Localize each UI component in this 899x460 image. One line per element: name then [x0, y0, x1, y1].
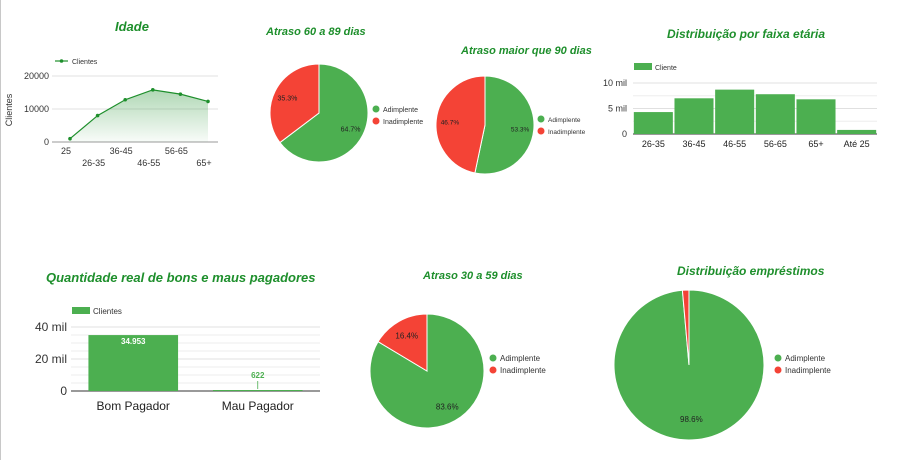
atraso3059-legend-marker — [489, 354, 497, 362]
atraso3059-legend-label: Adimplente — [500, 354, 541, 363]
bonsmaus-bar — [212, 390, 303, 392]
idade-xtick: 56-65 — [165, 146, 188, 156]
faixa-xtick: 26-35 — [642, 139, 665, 149]
idade-xtick: 46-55 — [137, 158, 160, 168]
idade-point — [178, 92, 183, 96]
bonsmaus-ytick: 40 mil — [35, 320, 67, 334]
bonsmaus-xtick: Bom Pagador — [97, 399, 170, 413]
emprestimos-slice — [681, 289, 690, 366]
idade-xtick: 36-45 — [110, 146, 133, 156]
atraso6089-title: Atraso 60 a 89 dias — [266, 26, 366, 38]
bonsmaus-value-label: 622 — [251, 371, 265, 380]
faixa-bar — [796, 99, 836, 134]
bonsmaus-value-label: 34.953 — [121, 337, 146, 346]
faixa-bar — [837, 129, 877, 134]
idade-area — [70, 89, 208, 142]
idade-legend-marker — [59, 59, 64, 63]
atraso90-slice — [474, 75, 535, 175]
emprestimos-title: Distribuição empréstimos — [677, 264, 825, 278]
faixa-title: Distribuição por faixa etária — [667, 27, 826, 41]
atraso3059-slice — [369, 313, 485, 429]
atraso90-legend-label: Adimplente — [548, 117, 581, 124]
atraso90-slice — [435, 75, 486, 174]
atraso6089-legend-marker — [372, 117, 380, 125]
atraso6089-value-label: 64.7% — [341, 127, 361, 134]
left-border — [0, 0, 1, 460]
atraso6089-legend-marker — [372, 105, 380, 113]
bonsmaus-legend-label: Clientes — [93, 307, 122, 316]
faixa-bar — [755, 94, 795, 134]
atraso6089-value-label: 35.3% — [277, 95, 297, 102]
emprestimos-legend-marker — [774, 354, 782, 362]
idade-point — [151, 88, 155, 92]
atraso3059-legend-marker — [489, 366, 497, 374]
idade-xtick: 26-35 — [82, 158, 105, 168]
idade-point — [123, 97, 127, 102]
faixa-xtick: 36-45 — [682, 139, 705, 149]
atraso90-legend-marker — [537, 127, 545, 135]
atraso90-legend-marker — [537, 115, 545, 123]
idade-xtick: 25 — [61, 146, 71, 156]
atraso6089-slice — [279, 63, 369, 163]
faixa-legend-marker — [634, 63, 652, 70]
bonsmaus-xtick: Mau Pagador — [222, 399, 294, 413]
idade-legend-label: Clientes — [72, 59, 98, 66]
emprestimos-value-label: 98.6% — [680, 415, 703, 424]
bonsmaus-legend-marker — [72, 307, 90, 314]
faixa-xtick: 56-65 — [764, 139, 787, 149]
emprestimos-legend-label: Adimplente — [785, 354, 826, 363]
bonsmaus-ytick: 0 — [60, 384, 67, 398]
idade-xtick: 65+ — [196, 158, 211, 168]
faixa-xtick: Até 25 — [844, 139, 870, 149]
atraso90-title: Atraso maior que 90 dias — [461, 45, 592, 57]
idade-point — [68, 136, 72, 141]
bonsmaus-bar — [88, 335, 179, 391]
atraso3059-title: Atraso 30 a 59 dias — [423, 270, 523, 282]
faixa-ytick: 0 — [622, 129, 627, 139]
faixa-ytick: 5 mil — [608, 104, 627, 114]
faixa-legend-label: Cliente — [655, 65, 677, 72]
atraso6089-legend-label: Adimplente — [383, 107, 418, 114]
faixa-bar — [674, 98, 714, 134]
faixa-xtick: 46-55 — [723, 139, 746, 149]
idade-line — [69, 89, 209, 140]
faixa-xtick: 65+ — [808, 139, 823, 149]
idade-point — [206, 99, 210, 104]
emprestimos-legend-marker — [774, 366, 782, 374]
idade-ytick: 20000 — [24, 71, 49, 81]
atraso3059-slice — [377, 313, 428, 372]
atraso90-value-label: 46.7% — [441, 119, 460, 126]
bonsmaus-ytick: 20 mil — [35, 352, 67, 366]
idade-point — [95, 113, 100, 118]
idade-title: Idade — [115, 19, 149, 34]
atraso90-value-label: 53.3% — [511, 127, 530, 134]
idade-ytick: 0 — [44, 137, 49, 147]
atraso3059-value-label: 16.4% — [395, 331, 418, 340]
atraso6089-legend-label: Inadimplente — [383, 119, 423, 126]
bonsmaus-title: Quantidade real de bons e maus pagadores — [46, 270, 316, 285]
idade-ytick: 10000 — [24, 104, 49, 114]
faixa-bar — [633, 112, 673, 134]
idade-ylabel: Clientes — [4, 93, 14, 126]
atraso6089-slice — [269, 63, 320, 144]
atraso3059-legend-label: Inadimplente — [500, 366, 546, 375]
atraso90-legend-label: Inadimplente — [548, 129, 586, 136]
faixa-bar — [715, 89, 755, 134]
faixa-ytick: 10 mil — [603, 78, 627, 88]
emprestimos-legend-label: Inadimplente — [785, 366, 831, 375]
atraso3059-value-label: 83.6% — [436, 403, 459, 412]
